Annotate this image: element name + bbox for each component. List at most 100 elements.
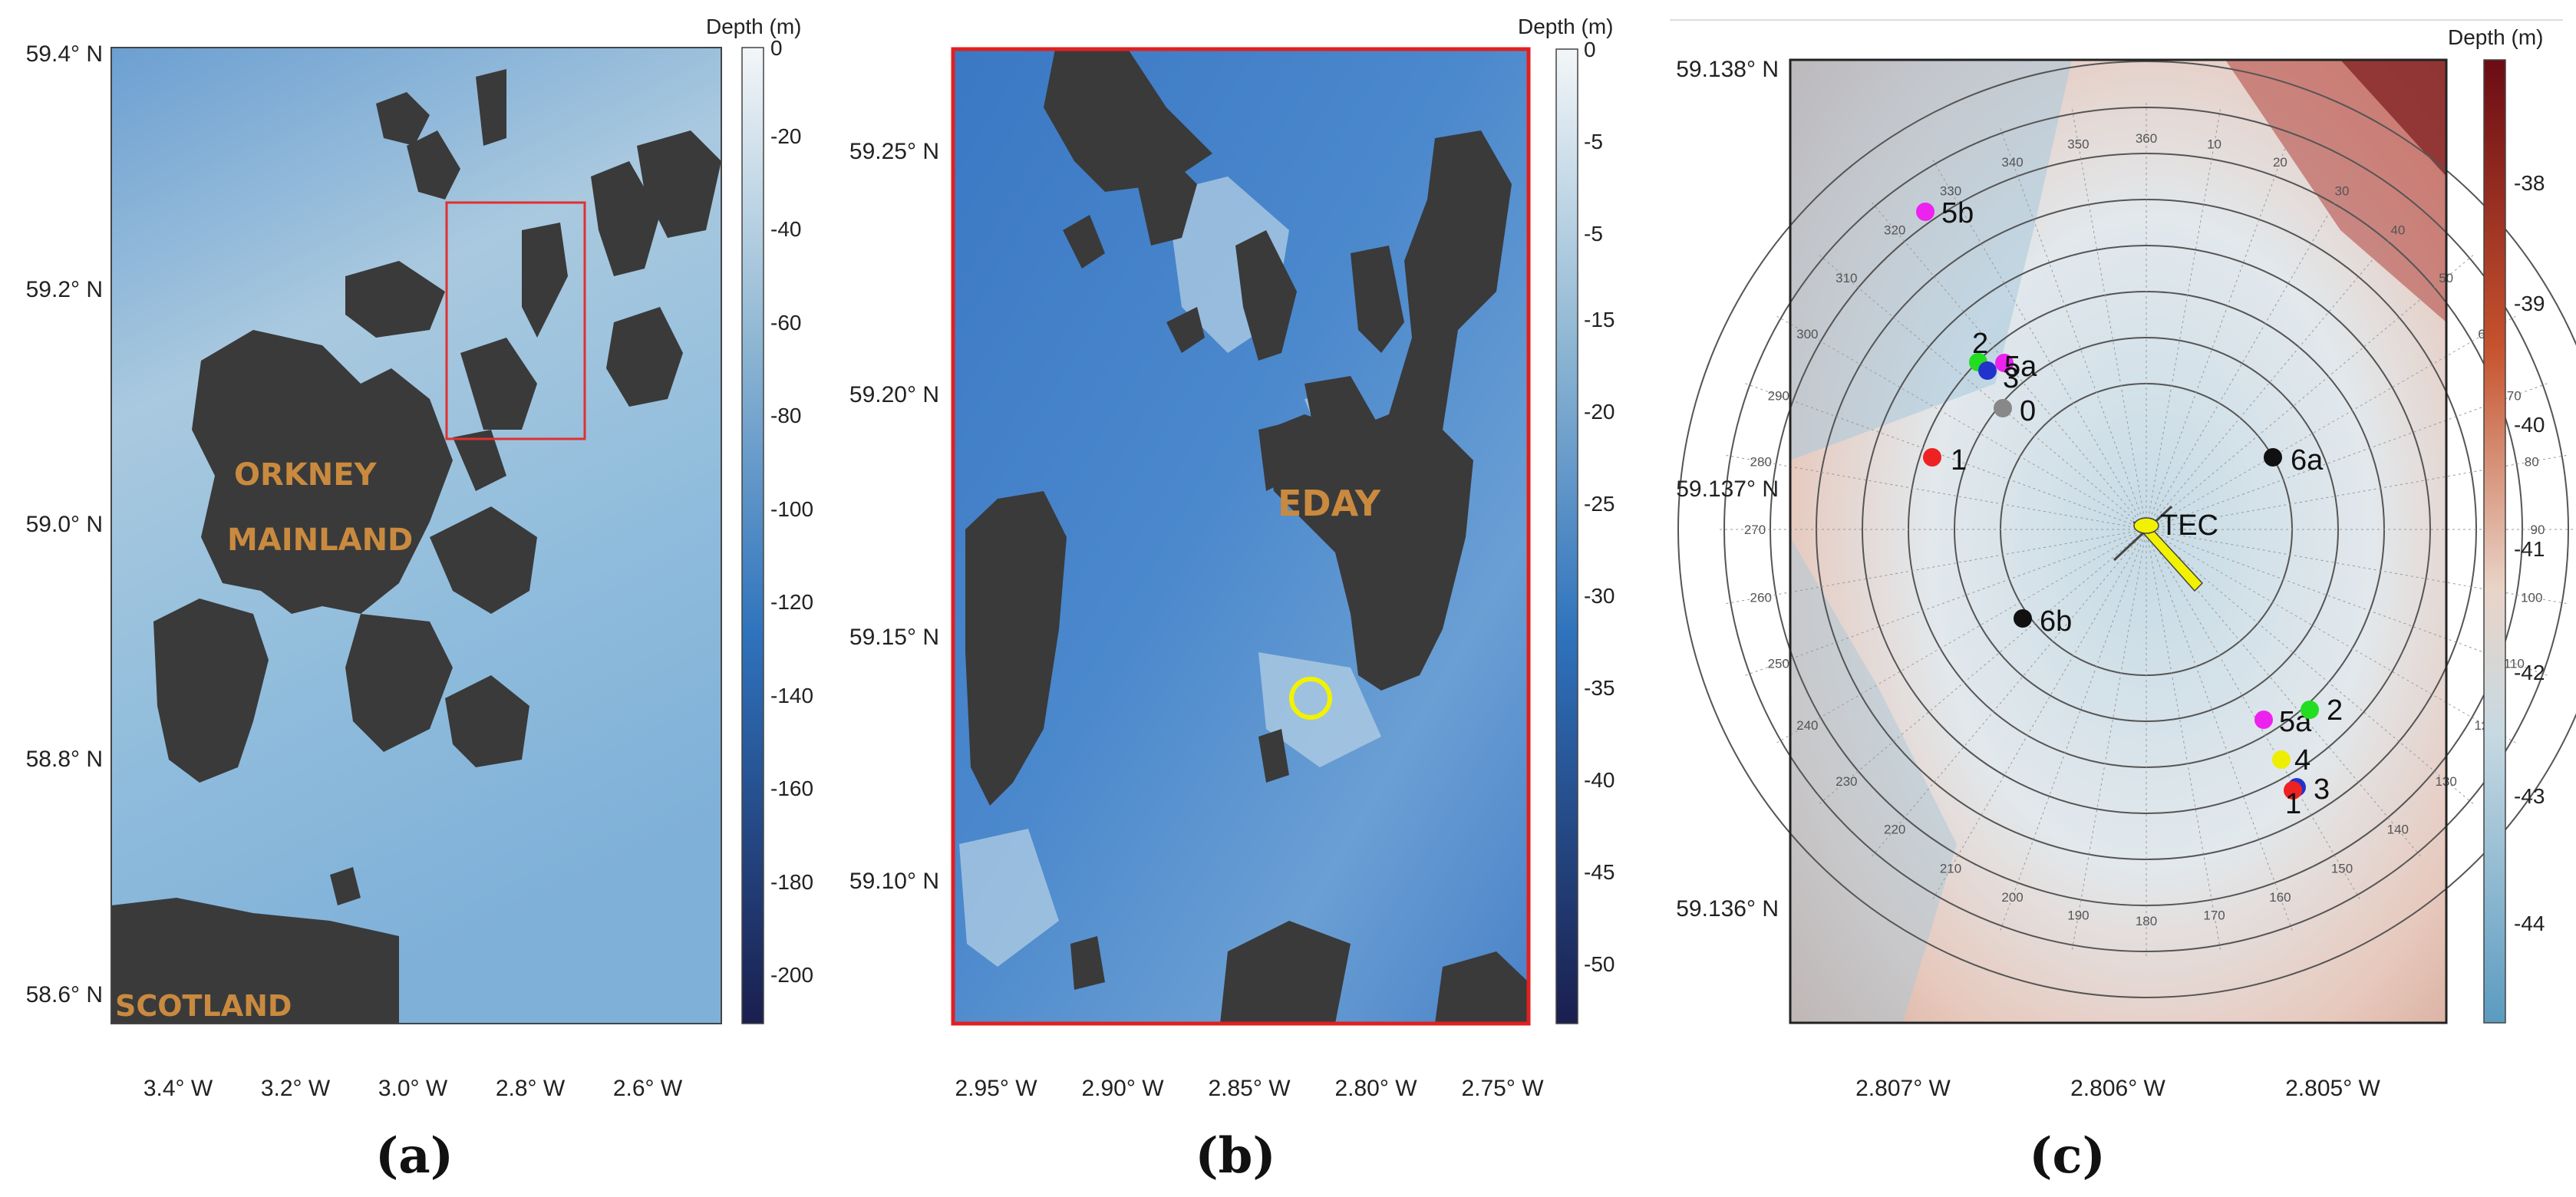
direction-label: 330 (1940, 183, 1961, 198)
svg-text:-41: -41 (2514, 537, 2545, 561)
label-eday: EDAY (1278, 483, 1381, 524)
direction-spoke (2146, 529, 2294, 934)
svg-text:-40: -40 (770, 217, 801, 241)
direction-label: 230 (1836, 774, 1857, 789)
direction-spoke (1998, 529, 2147, 934)
direction-spoke (2146, 314, 2519, 530)
svg-text:2.75° W: 2.75° W (1461, 1076, 1544, 1101)
svg-text:59.0° N: 59.0° N (26, 512, 103, 537)
point-6a-marker (2264, 448, 2282, 467)
direction-spoke (2146, 200, 2423, 530)
direction-label: 270 (1744, 523, 1766, 537)
svg-text:58.8° N: 58.8° N (26, 747, 103, 772)
direction-label: 220 (1884, 823, 1905, 837)
panel-b-label: (b) (1195, 1127, 1275, 1185)
direction-label: 320 (1884, 223, 1905, 237)
svg-text:-160: -160 (770, 777, 813, 800)
direction-spoke (1742, 529, 2147, 678)
direction-label: 150 (2331, 862, 2353, 876)
point-1-label: 1 (2285, 788, 2301, 820)
svg-text:2.806° W: 2.806° W (2070, 1076, 2165, 1101)
direction-label: 310 (1836, 271, 1857, 285)
direction-label: 280 (1750, 454, 1772, 469)
direction-spoke (1742, 381, 2147, 530)
direction-spokes (1717, 100, 2576, 959)
svg-text:2.805° W: 2.805° W (2285, 1076, 2380, 1101)
direction-spoke (1931, 529, 2147, 902)
svg-text:-44: -44 (2514, 912, 2545, 935)
point-6b-marker (2014, 609, 2032, 628)
direction-label: 340 (2001, 155, 2023, 170)
svg-text:59.4° N: 59.4° N (26, 41, 103, 67)
point-3-marker (1978, 361, 1997, 380)
panel-b: EDAY 59.25° N 59.20° N 59.15° N 59.10° N… (849, 15, 1615, 1185)
point-3-label: 3 (2314, 773, 2330, 806)
svg-text:-40: -40 (1584, 768, 1615, 792)
panel-a-label: (a) (375, 1127, 454, 1185)
direction-label: 20 (2273, 155, 2287, 170)
point-1-marker (1923, 448, 1941, 467)
point-5b-marker (1916, 203, 1934, 221)
svg-text:-39: -39 (2514, 292, 2545, 315)
colorbar-a (741, 47, 764, 1024)
direction-label: 110 (2504, 656, 2525, 671)
panel-c-label: (c) (2029, 1127, 2106, 1185)
colorbar-c-title: Depth (m) (2448, 25, 2543, 49)
svg-text:59.138° N: 59.138° N (1676, 57, 1779, 82)
svg-text:-60: -60 (770, 311, 801, 335)
lon-ticks-b: 2.95° W 2.90° W 2.85° W 2.80° W 2.75° W (955, 1076, 1544, 1101)
colorbar-b-ticks: 0 -5 -5 -15 -20 -25 -30 -35 -40 -45 -50 (1584, 38, 1615, 976)
direction-spoke (2146, 381, 2551, 530)
tec-site-marker (1289, 677, 1332, 720)
direction-label: 350 (2067, 137, 2089, 152)
svg-text:-43: -43 (2514, 784, 2545, 808)
svg-text:-30: -30 (1584, 584, 1615, 608)
svg-text:59.136° N: 59.136° N (1676, 896, 1779, 922)
direction-label: 160 (2269, 890, 2291, 905)
tec-device (2113, 505, 2204, 592)
direction-spoke (1773, 314, 2147, 530)
direction-label: 70 (2507, 389, 2522, 404)
point-2-label: 2 (2327, 694, 2343, 727)
point-2-label: 2 (1972, 328, 1988, 360)
direction-label: 170 (2203, 908, 2225, 922)
direction-labels: 3601020304050607080901001101201301401501… (1744, 131, 2545, 928)
direction-label: 290 (1768, 389, 1789, 404)
point-4-marker (2272, 750, 2291, 769)
svg-text:0: 0 (770, 36, 783, 60)
svg-text:58.6° N: 58.6° N (26, 982, 103, 1007)
range-ring (1862, 245, 2431, 814)
direction-label: 300 (1796, 327, 1818, 341)
lat-ticks-b: 59.25° N 59.20° N 59.15° N 59.10° N (849, 139, 939, 894)
study-area-box (445, 201, 586, 440)
lon-ticks-c: 2.807° W 2.806° W 2.805° W (1855, 1076, 2380, 1101)
lat-ticks-a: 59.4° N 59.2° N 59.0° N 58.8° N 58.6° N (26, 41, 103, 1007)
svg-text:-45: -45 (1584, 860, 1615, 884)
direction-spoke (2146, 529, 2551, 678)
panel-a: ORKNEY MAINLAND SCOTLAND 59.4° N 59.2° N… (26, 15, 813, 1185)
svg-text:-5: -5 (1584, 222, 1603, 246)
colorbar-b (1555, 48, 1578, 1024)
direction-spoke (2146, 529, 2221, 953)
svg-text:-15: -15 (1584, 308, 1615, 331)
svg-text:-20: -20 (770, 124, 801, 148)
point-2-marker (2301, 701, 2319, 719)
direction-spoke (2146, 252, 2476, 530)
svg-text:-140: -140 (770, 684, 813, 707)
point-6b-label: 6b (2040, 605, 2072, 638)
range-ring (1723, 107, 2569, 952)
point-1-marker (2284, 781, 2302, 800)
direction-label: 10 (2207, 137, 2221, 152)
direction-spoke (2146, 529, 2362, 902)
point-3-label: 3 (2003, 362, 2019, 394)
colorbar-b-title: Depth (m) (1518, 15, 1613, 38)
colorbar-a-ticks: 0 -20 -40 -60 -80 -100 -120 -140 -160 -1… (770, 36, 813, 987)
svg-text:-200: -200 (770, 963, 813, 987)
direction-spoke (1931, 157, 2147, 530)
svg-text:-100: -100 (770, 497, 813, 521)
range-ring (1954, 337, 2339, 722)
svg-text:-38: -38 (2514, 171, 2545, 195)
map-b-land (965, 49, 1529, 1024)
